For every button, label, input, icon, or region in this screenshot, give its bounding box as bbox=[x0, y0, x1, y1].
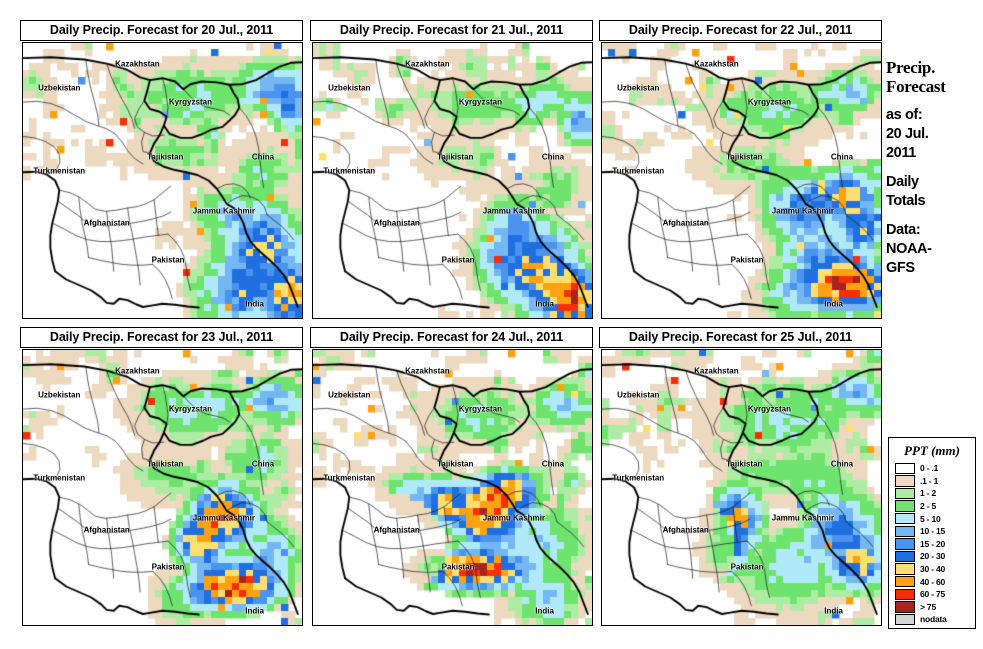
forecast-panel: Daily Precip. Forecast for 25 Jul., 2011… bbox=[599, 327, 882, 626]
precip-raster bbox=[313, 350, 592, 625]
precip-raster bbox=[313, 43, 592, 318]
legend-label: 1 - 2 bbox=[920, 488, 937, 499]
legend-swatch bbox=[895, 500, 915, 512]
panel-title: Daily Precip. Forecast for 22 Jul., 2011 bbox=[599, 20, 882, 41]
legend-label: > 75 bbox=[920, 601, 936, 612]
map-frame: Kazakhstan Uzbekistan Kyrgyzstan Tajikistan… bbox=[22, 349, 303, 626]
legend-swatch bbox=[895, 487, 915, 500]
legend-label: 10 - 15 bbox=[920, 526, 946, 537]
map-frame: Kazakhstan Uzbekistan Kyrgyzstan Tajikistan… bbox=[312, 42, 593, 319]
legend-entry: 30 - 40 bbox=[889, 563, 975, 576]
forecast-panel: Daily Precip. Forecast for 21 Jul., 2011… bbox=[310, 20, 593, 319]
legend-swatch bbox=[895, 538, 915, 550]
legend-label: 5 - 10 bbox=[920, 513, 941, 524]
caption-data-line2: NOAA- bbox=[886, 241, 932, 257]
caption-heading-line2: Forecast bbox=[886, 77, 946, 96]
caption-data-line3: GFS bbox=[886, 260, 915, 276]
legend-swatch bbox=[895, 575, 915, 588]
map-frame: Kazakhstan Uzbekistan Kyrgyzstan Tajikistan… bbox=[601, 349, 882, 626]
map-frame: Kazakhstan Uzbekistan Kyrgyzstan Tajikistan… bbox=[22, 42, 303, 319]
forecast-panel: Daily Precip. Forecast for 24 Jul., 2011… bbox=[310, 327, 593, 626]
legend-label: .1 - 1 bbox=[920, 475, 939, 486]
legend-label: 30 - 40 bbox=[920, 564, 946, 575]
legend-swatch bbox=[895, 613, 915, 626]
legend-swatch bbox=[895, 601, 915, 613]
caption-totals: Daily Totals bbox=[886, 173, 981, 211]
panel-title: Daily Precip. Forecast for 20 Jul., 2011 bbox=[20, 20, 303, 41]
legend-entry: 40 - 60 bbox=[889, 575, 975, 588]
legend-swatch bbox=[895, 588, 915, 600]
legend-label: 60 - 75 bbox=[920, 589, 946, 600]
precip-raster bbox=[602, 43, 881, 318]
caption-heading-line1: Precip. bbox=[886, 58, 936, 77]
legend-title: PPT (mm) bbox=[904, 443, 960, 458]
forecast-panel: Daily Precip. Forecast for 20 Jul., 2011… bbox=[20, 20, 303, 319]
legend-label: 15 - 20 bbox=[920, 538, 946, 549]
map-frame: Kazakhstan Uzbekistan Kyrgyzstan Tajikistan… bbox=[601, 42, 882, 319]
panel-title: Daily Precip. Forecast for 23 Jul., 2011 bbox=[20, 327, 303, 348]
legend-label: 2 - 5 bbox=[920, 501, 937, 512]
legend-swatch bbox=[895, 475, 915, 487]
legend-label: 20 - 30 bbox=[920, 551, 946, 562]
legend-label: nodata bbox=[920, 614, 947, 625]
legend-entry: 20 - 30 bbox=[889, 550, 975, 563]
panel-title: Daily Precip. Forecast for 25 Jul., 2011 bbox=[599, 327, 882, 348]
legend-swatch bbox=[895, 512, 915, 525]
caption-asof-line2: 20 Jul. bbox=[886, 126, 929, 142]
legend-entry: > 75 bbox=[889, 601, 975, 614]
legend-label: 40 - 60 bbox=[920, 576, 946, 587]
caption-heading: Precip. Forecast bbox=[886, 58, 981, 96]
legend-swatch bbox=[895, 525, 915, 537]
legend-entry: 10 - 15 bbox=[889, 525, 975, 538]
legend-entry: 2 - 5 bbox=[889, 500, 975, 513]
legend-swatch bbox=[895, 563, 915, 575]
caption-data-line1: Data: bbox=[886, 222, 921, 238]
forecast-panel: Daily Precip. Forecast for 22 Jul., 2011… bbox=[599, 20, 882, 319]
legend-entry: nodata bbox=[889, 613, 975, 626]
caption-asof-line3: 2011 bbox=[886, 145, 916, 161]
precip-raster bbox=[602, 350, 881, 625]
legend-entry: 5 - 10 bbox=[889, 512, 975, 525]
precip-raster bbox=[23, 350, 302, 625]
legend-entry: 60 - 75 bbox=[889, 588, 975, 601]
precip-raster bbox=[23, 43, 302, 318]
caption-asof-line1: as of: bbox=[886, 107, 923, 123]
legend-swatch bbox=[895, 550, 915, 563]
caption-asof: as of: 20 Jul. 2011 bbox=[886, 106, 981, 163]
caption-block: Precip. Forecast as of: 20 Jul. 2011 Dai… bbox=[886, 58, 981, 278]
legend-swatch bbox=[895, 462, 915, 474]
legend-entry: 1 - 2 bbox=[889, 487, 975, 500]
map-frame: Kazakhstan Uzbekistan Kyrgyzstan Tajikistan… bbox=[312, 349, 593, 626]
legend-entry: .1 - 1 bbox=[889, 475, 975, 488]
forecast-panel: Daily Precip. Forecast for 23 Jul., 2011… bbox=[20, 327, 303, 626]
panel-title: Daily Precip. Forecast for 24 Jul., 2011 bbox=[310, 327, 593, 348]
panel-title: Daily Precip. Forecast for 21 Jul., 2011 bbox=[310, 20, 593, 41]
legend-entry: 15 - 20 bbox=[889, 538, 975, 551]
caption-data-source: Data: NOAA- GFS bbox=[886, 221, 981, 278]
legend-label: 0 - .1 bbox=[920, 463, 939, 474]
caption-totals-line2: Totals bbox=[886, 193, 926, 209]
legend-entry: 0 - .1 bbox=[889, 462, 975, 475]
caption-totals-line1: Daily bbox=[886, 174, 919, 190]
